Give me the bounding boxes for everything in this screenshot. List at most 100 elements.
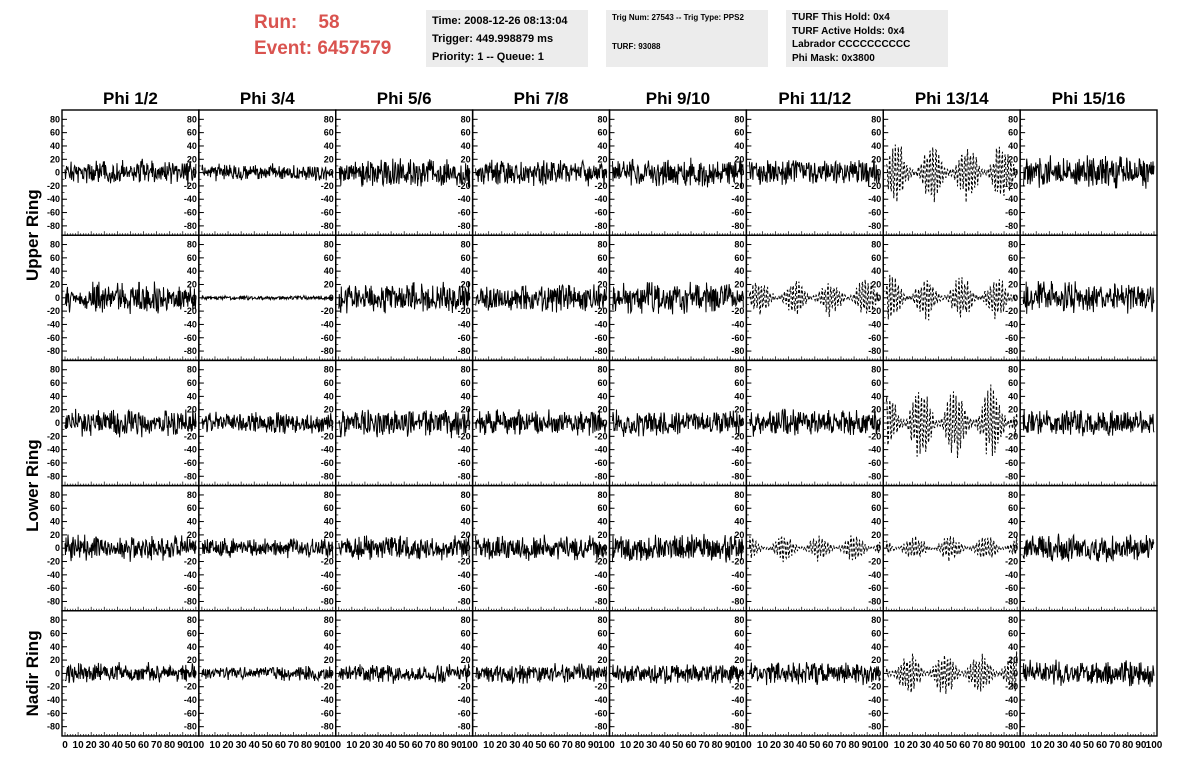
x-tick-label: 10 (620, 740, 632, 751)
y-tick-label: -20 (47, 431, 60, 441)
y-tick-label: -80 (458, 471, 471, 481)
event-value: 6457579 (317, 38, 392, 59)
y-tick-label: -20 (184, 682, 197, 692)
y-tick-label: 40 (50, 517, 60, 527)
x-tick-label: 30 (646, 740, 658, 751)
y-tick-label: 0 (739, 543, 744, 553)
y-tick-label: 40 (1008, 391, 1018, 401)
waveform-trace (338, 158, 471, 188)
y-tick-label: -60 (868, 208, 881, 218)
y-tick-label: 60 (324, 128, 334, 138)
y-tick-label: 0 (602, 168, 607, 178)
y-tick-label: -40 (731, 695, 744, 705)
y-tick-label: 80 (1008, 615, 1018, 625)
x-tick-label: 60 (275, 740, 287, 751)
y-tick-label: 0 (55, 168, 60, 178)
x-tick-label: 50 (399, 740, 411, 751)
y-tick-label: -60 (458, 208, 471, 218)
y-tick-label: -40 (458, 695, 471, 705)
y-tick-label: -80 (868, 346, 881, 356)
x-tick-label: 50 (262, 740, 274, 751)
x-tick-label: 80 (849, 740, 861, 751)
y-tick-label: 20 (324, 154, 334, 164)
y-tick-label: -80 (47, 722, 60, 732)
y-tick-label: -80 (321, 346, 334, 356)
y-tick-label: -20 (47, 306, 60, 316)
y-tick-label: 20 (597, 154, 607, 164)
x-tick-label: 70 (288, 740, 300, 751)
x-tick-label: 90 (1135, 740, 1147, 751)
y-tick-label: 80 (187, 615, 197, 625)
y-tick-label: -80 (594, 596, 607, 606)
y-tick-label: 0 (602, 543, 607, 553)
y-tick-label: 60 (461, 503, 471, 513)
y-tick-label: 40 (734, 141, 744, 151)
y-tick-label: -40 (868, 570, 881, 580)
x-tick-label: 20 (633, 740, 645, 751)
y-tick-label: -80 (594, 722, 607, 732)
x-tick-label: 40 (249, 740, 261, 751)
x-tick-label: 60 (138, 740, 150, 751)
y-tick-label: 40 (187, 517, 197, 527)
y-tick-label: 60 (50, 628, 60, 638)
y-tick-label: 80 (871, 615, 881, 625)
y-tick-label: 40 (461, 141, 471, 151)
phi-mask-text: Phi Mask: 0x3800 (792, 52, 875, 64)
y-tick-label: 0 (602, 418, 607, 428)
column-header: Phi 3/4 (240, 89, 295, 108)
y-tick-label: 80 (461, 615, 471, 625)
y-tick-label: 20 (734, 154, 744, 164)
column-header: Phi 11/12 (778, 89, 851, 108)
waveform-trace (1022, 155, 1155, 189)
y-tick-label: 60 (187, 128, 197, 138)
y-tick-label: 80 (734, 114, 744, 124)
y-tick-label: -60 (184, 208, 197, 218)
y-tick-label: -40 (458, 194, 471, 204)
x-tick-label: 20 (907, 740, 919, 751)
y-tick-label: 60 (734, 503, 744, 513)
x-tick-label: 90 (451, 740, 463, 751)
panel-frame (745, 234, 884, 362)
x-tick-label: 40 (112, 740, 124, 751)
x-tick-label: 0 (62, 740, 68, 751)
y-tick-label: 60 (324, 503, 334, 513)
y-tick-label: 40 (50, 266, 60, 276)
x-tick-label: 80 (575, 740, 587, 751)
y-tick-label: -40 (594, 194, 607, 204)
x-tick-label: 10 (209, 740, 221, 751)
waveform-trace (885, 535, 1018, 562)
trig-num-text: Trig Num: 27543 -- Trig Type: PPS2 (612, 13, 744, 22)
x-tick-label: 20 (359, 740, 371, 751)
y-tick-label: -40 (47, 194, 60, 204)
y-tick-label: -60 (594, 458, 607, 468)
y-tick-label: -40 (1005, 319, 1018, 329)
y-tick-label: 40 (324, 642, 334, 652)
y-tick-label: -20 (458, 557, 471, 567)
y-tick-label: 0 (1013, 168, 1018, 178)
waveform-trace (748, 159, 881, 187)
y-tick-label: 20 (1008, 530, 1018, 540)
y-tick-label: 20 (734, 279, 744, 289)
waveform-trace (338, 408, 471, 439)
x-tick-label: 10 (894, 740, 906, 751)
y-tick-label: 0 (602, 668, 607, 678)
y-tick-label: 60 (461, 628, 471, 638)
x-tick-label: 50 (1083, 740, 1095, 751)
waveform-trace (885, 144, 1018, 203)
y-tick-label: -60 (868, 583, 881, 593)
x-tick-label: 30 (372, 740, 384, 751)
x-tick-label: 60 (549, 740, 561, 751)
y-tick-label: -60 (1005, 208, 1018, 218)
y-tick-label: 0 (329, 168, 334, 178)
y-tick-label: 80 (1008, 114, 1018, 124)
waveform-trace (201, 163, 334, 182)
y-tick-label: -60 (321, 708, 334, 718)
y-tick-label: 60 (597, 378, 607, 388)
y-tick-label: 80 (50, 365, 60, 375)
y-tick-label: 40 (871, 517, 881, 527)
y-tick-label: 60 (734, 378, 744, 388)
y-tick-label: -20 (184, 306, 197, 316)
y-tick-label: -20 (1005, 682, 1018, 692)
y-tick-label: -20 (321, 682, 334, 692)
y-tick-label: 60 (187, 628, 197, 638)
